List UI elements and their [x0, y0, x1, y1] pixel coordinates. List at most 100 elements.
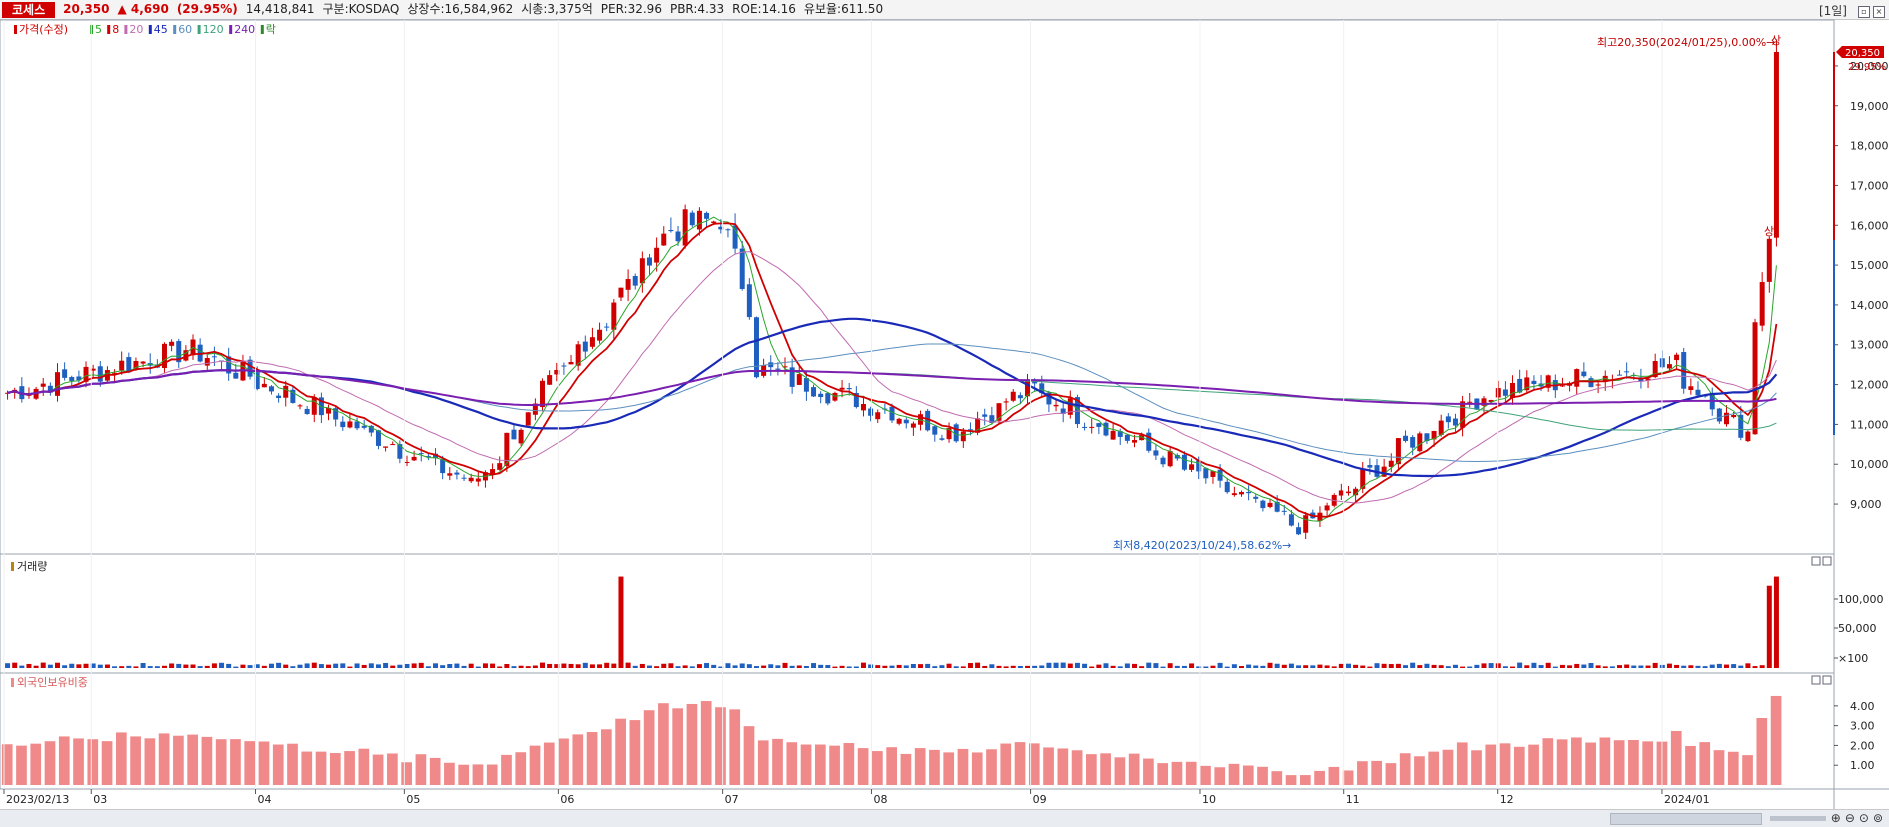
candle	[1559, 385, 1565, 387]
foreign-bar	[1628, 740, 1639, 785]
legend-swatch	[14, 25, 17, 34]
legend-label[interactable]: 8	[112, 23, 119, 36]
volume-bar	[525, 666, 531, 668]
legend-label[interactable]: 5	[95, 23, 102, 36]
volume-bar	[632, 665, 638, 668]
candle	[704, 212, 710, 219]
foreign-bar	[1299, 775, 1311, 785]
candle	[1574, 369, 1580, 387]
volume-bar	[1132, 663, 1138, 668]
foreign-bar	[130, 736, 141, 785]
volume-bar	[1039, 665, 1045, 668]
volume-bar	[1752, 666, 1758, 668]
candle	[126, 357, 132, 373]
volume-bar	[1488, 663, 1494, 668]
candle	[468, 477, 474, 482]
foreign-bar	[387, 753, 398, 785]
scrollbar-thumb[interactable]	[1610, 813, 1762, 825]
candle	[718, 226, 724, 230]
foreign-bar	[872, 751, 883, 785]
candle	[746, 284, 752, 318]
foreign-bar	[572, 734, 584, 785]
foreign-bar	[586, 732, 598, 785]
volume-bar	[1196, 666, 1202, 668]
zoom-controls: ⊕ ⊖ ⊙ ⊚	[1831, 811, 1883, 825]
candle	[333, 408, 339, 420]
foreign-bar	[1371, 760, 1383, 785]
volume-bar	[1267, 662, 1273, 668]
candle	[197, 344, 203, 362]
foreign-bar	[115, 732, 127, 785]
candle	[1025, 381, 1031, 397]
volume-panel-controls[interactable]	[1811, 556, 1832, 566]
volume-bar	[918, 664, 924, 668]
candle	[625, 279, 631, 290]
candle	[1745, 431, 1751, 442]
volume-bar	[1695, 665, 1701, 668]
candle	[1153, 450, 1159, 456]
legend-label[interactable]: 120	[203, 23, 224, 36]
candle	[682, 209, 688, 246]
zoom-out-icon[interactable]: ⊖	[1844, 811, 1855, 825]
foreign-bar	[272, 744, 284, 785]
period-selector[interactable]: [1일]	[1818, 4, 1847, 18]
legend-label[interactable]: 60	[178, 23, 192, 36]
volume-bar	[646, 665, 652, 668]
candle	[47, 385, 53, 393]
candle	[1488, 399, 1494, 402]
zoom-in-icon[interactable]: ⊕	[1830, 811, 1841, 825]
zoom-slider[interactable]	[1770, 816, 1826, 821]
close-icon[interactable]: ×	[1873, 5, 1885, 18]
legend-swatch	[148, 25, 152, 34]
volume-bar	[440, 665, 446, 668]
volume-bar	[397, 664, 403, 668]
chart-scrollbar[interactable]: ⊕ ⊖ ⊙ ⊚	[0, 809, 1889, 827]
candle	[1452, 418, 1458, 426]
legend-label[interactable]: 45	[154, 23, 168, 36]
candle	[1160, 457, 1166, 465]
volume-bar	[33, 665, 39, 668]
zoom-fit-icon[interactable]: ⊚	[1872, 811, 1883, 825]
foreign-bar	[1071, 750, 1083, 785]
maximize-icon[interactable]: ▫	[1858, 5, 1870, 18]
volume-bar	[1281, 664, 1287, 668]
legend-label[interactable]: 20	[129, 23, 143, 36]
volume-bar	[169, 663, 175, 668]
volume-bar	[475, 666, 481, 668]
volume-bar	[718, 666, 724, 668]
limit-up-marker: 상	[1771, 34, 1781, 47]
volume-bar	[1460, 666, 1466, 668]
price-panel[interactable]	[0, 19, 1835, 555]
candle	[1074, 397, 1080, 425]
legend-label[interactable]: 240	[234, 23, 255, 36]
volume-panel[interactable]	[0, 553, 1835, 674]
volume-bar	[283, 664, 289, 668]
foreign-bar	[829, 745, 840, 785]
stock-chart[interactable]: 가격(수정) 5 8 20 45 60 120 240 락 거래량 외국인보유비중 20,000…	[0, 0, 1889, 809]
candle	[311, 397, 317, 415]
volume-bar	[839, 665, 845, 668]
candle	[347, 421, 353, 428]
candle	[340, 421, 346, 428]
volume-bar	[832, 666, 838, 668]
foreign-bar	[914, 748, 926, 785]
legend-label[interactable]: 가격(수정)	[19, 23, 68, 36]
foreign-panel-title: 외국인보유비중	[17, 676, 88, 689]
volume-bar	[404, 663, 410, 668]
legend-label[interactable]: 락	[266, 23, 276, 36]
volume-bar	[1481, 663, 1487, 668]
high-annotation: 최고20,350(2024/01/25),0.00%→	[1597, 36, 1775, 49]
volume-bar	[960, 666, 966, 668]
volume-bar	[1010, 665, 1016, 668]
foreign-bar	[943, 752, 955, 785]
candle	[1010, 391, 1016, 401]
zoom-reset-icon[interactable]: ⊙	[1858, 811, 1869, 825]
listed-shares: 상장수:16,584,962	[407, 2, 514, 16]
candle	[1731, 414, 1737, 418]
candle	[497, 463, 503, 470]
volume-bar	[682, 665, 688, 668]
candle	[1053, 404, 1059, 407]
candle	[953, 424, 959, 442]
foreign-panel-controls[interactable]	[1811, 675, 1832, 685]
stock-name[interactable]: 코세스	[2, 1, 56, 18]
